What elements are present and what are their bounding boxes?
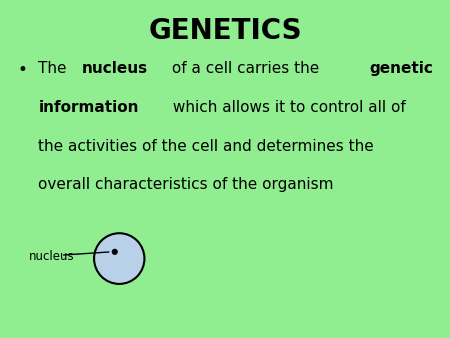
Text: overall characteristics of the organism: overall characteristics of the organism <box>38 177 334 192</box>
Text: information: information <box>38 100 139 115</box>
Text: GENETICS: GENETICS <box>148 17 302 45</box>
Text: the activities of the cell and determines the: the activities of the cell and determine… <box>38 139 374 153</box>
Text: genetic: genetic <box>369 61 433 76</box>
Text: of a cell carries the: of a cell carries the <box>166 61 324 76</box>
Text: nucleus: nucleus <box>29 250 75 263</box>
Ellipse shape <box>94 233 144 284</box>
Text: nucleus: nucleus <box>81 61 148 76</box>
Text: The: The <box>38 61 72 76</box>
Ellipse shape <box>112 249 117 255</box>
Text: •: • <box>18 61 28 79</box>
Text: which allows it to control all of: which allows it to control all of <box>168 100 406 115</box>
